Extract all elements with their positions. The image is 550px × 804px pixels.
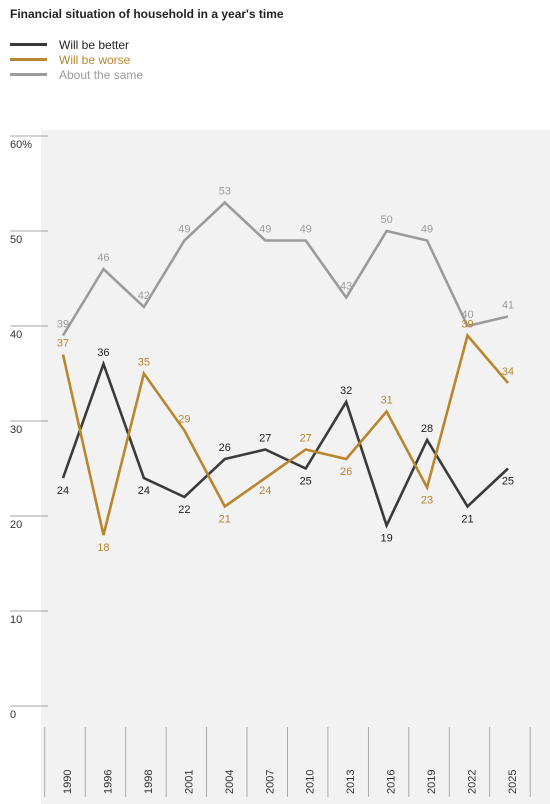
series-line-0 bbox=[61, 360, 509, 530]
data-label: 50 bbox=[380, 214, 392, 226]
data-label: 46 bbox=[97, 252, 109, 264]
x-tick-label: 2007 bbox=[264, 770, 276, 794]
plot-background bbox=[41, 130, 550, 804]
data-label: 34 bbox=[502, 366, 514, 378]
y-tick-label: 40 bbox=[10, 329, 22, 341]
series-line-2 bbox=[61, 200, 509, 337]
y-tick-label: 10 bbox=[10, 614, 22, 626]
data-label: 32 bbox=[340, 385, 352, 397]
y-tick-label: 30 bbox=[10, 424, 22, 436]
x-tick-label: 1996 bbox=[102, 770, 114, 794]
data-label: 19 bbox=[380, 533, 392, 545]
data-label: 37 bbox=[57, 338, 69, 350]
legend-item-better: Will be better bbox=[10, 37, 143, 52]
legend-item-worse: Will be worse bbox=[10, 52, 143, 67]
y-tick-label: 0 bbox=[10, 709, 16, 721]
legend-swatch-better bbox=[10, 43, 47, 46]
x-tick-label: 2022 bbox=[467, 770, 479, 794]
data-label: 26 bbox=[219, 442, 231, 454]
y-tick-label: 60% bbox=[10, 139, 32, 151]
data-label: 49 bbox=[259, 224, 271, 236]
legend-label-worse: Will be worse bbox=[59, 52, 131, 67]
legend-swatch-same bbox=[10, 73, 47, 76]
x-tick-label: 2004 bbox=[224, 770, 236, 794]
x-tick-label: 2025 bbox=[507, 770, 519, 794]
x-tick-label: 2013 bbox=[345, 770, 357, 794]
x-tick-label: 2019 bbox=[426, 770, 438, 794]
data-label: 39 bbox=[461, 319, 473, 331]
data-label: 39 bbox=[57, 319, 69, 331]
data-label: 36 bbox=[97, 347, 109, 359]
data-label: 23 bbox=[421, 495, 433, 507]
legend: Will be better Will be worse About the s… bbox=[10, 37, 143, 82]
data-label: 27 bbox=[300, 433, 312, 445]
legend-label-better: Will be better bbox=[59, 37, 130, 52]
legend-label-same: About the same bbox=[59, 67, 144, 82]
data-label: 22 bbox=[178, 504, 190, 516]
data-label: 24 bbox=[57, 485, 69, 497]
data-label: 35 bbox=[138, 357, 150, 369]
legend-swatch-worse bbox=[10, 58, 47, 61]
chart-title: Financial situation of household in a ye… bbox=[10, 7, 284, 21]
data-label: 27 bbox=[259, 433, 271, 445]
data-label: 25 bbox=[502, 476, 514, 488]
data-label: 49 bbox=[421, 224, 433, 236]
data-label: 53 bbox=[219, 186, 231, 198]
data-label: 40 bbox=[461, 309, 473, 321]
x-tick-label: 2016 bbox=[386, 770, 398, 794]
data-label: 24 bbox=[138, 485, 150, 497]
y-tick-label: 50 bbox=[10, 234, 22, 246]
x-tick-label: 1990 bbox=[62, 770, 74, 794]
data-label: 41 bbox=[502, 300, 514, 312]
data-label: 31 bbox=[380, 395, 392, 407]
data-label: 21 bbox=[219, 514, 231, 526]
data-label: 25 bbox=[300, 476, 312, 488]
data-label: 42 bbox=[138, 290, 150, 302]
x-tick-label: 1998 bbox=[143, 770, 155, 794]
data-label: 21 bbox=[461, 514, 473, 526]
data-label: 43 bbox=[340, 281, 352, 293]
legend-item-same: About the same bbox=[10, 67, 143, 82]
data-label: 18 bbox=[97, 542, 109, 554]
data-label: 28 bbox=[421, 423, 433, 435]
data-label: 49 bbox=[178, 224, 190, 236]
data-label: 26 bbox=[340, 466, 352, 478]
y-tick-label: 20 bbox=[10, 519, 22, 531]
data-label: 49 bbox=[300, 224, 312, 236]
data-label: 24 bbox=[259, 485, 271, 497]
series-line-1 bbox=[61, 332, 509, 536]
x-tick-label: 2001 bbox=[183, 770, 195, 794]
x-tick-label: 2010 bbox=[305, 770, 317, 794]
data-label: 29 bbox=[178, 414, 190, 426]
